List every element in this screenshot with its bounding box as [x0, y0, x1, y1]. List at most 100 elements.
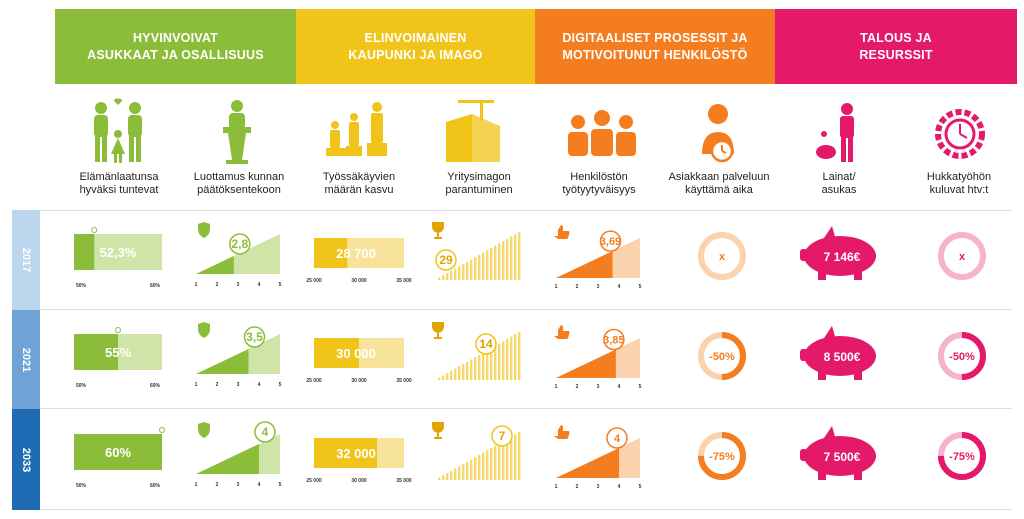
wedge-fill [556, 448, 619, 478]
leg [818, 470, 826, 480]
ring-fill [938, 432, 986, 480]
stripe-bar [446, 373, 449, 380]
tick-label: 5 [279, 382, 282, 388]
stripe-bar [482, 252, 485, 280]
loans-piggy: 7 146€ [784, 216, 904, 296]
header-line: MOTIVOITUNUT HENKILÖSTÖ [562, 47, 748, 62]
trust-wedge: 4 1 2 3 4 5 [184, 416, 304, 496]
stripe-bar [498, 343, 501, 380]
wedge-fill [196, 256, 234, 274]
header-line: HYVINVOIVAT [132, 30, 219, 45]
stripe-bar [438, 277, 441, 280]
ring-fill [698, 332, 746, 380]
label-line: käyttämä aika [685, 184, 753, 196]
label-line: päätöksentekoon [197, 184, 281, 196]
tick-label: 2 [576, 484, 579, 490]
stripe-bar [514, 434, 517, 480]
trust-value: 2,8 [231, 237, 248, 251]
label-image: Yritysimagon parantuminen [419, 171, 539, 197]
stripe-bar [490, 448, 493, 480]
leg [818, 370, 826, 380]
tick-label: 3 [597, 484, 600, 490]
image-value: 29 [439, 253, 453, 267]
label-line: Elämänlaatunsa [79, 171, 159, 183]
stripe-bar [470, 459, 473, 480]
stripe-bar [438, 377, 441, 380]
ear [824, 326, 836, 340]
tick-label: 1 [555, 484, 558, 490]
customer-time-ring: x [664, 216, 784, 296]
tick-label: 25 000 [306, 278, 322, 284]
quality-value: 52,3% [100, 245, 137, 260]
wedge-fill [196, 349, 249, 374]
row-divider [40, 309, 1012, 310]
stripe-bar [490, 248, 493, 280]
leg [818, 270, 826, 280]
stripe-bar [450, 370, 453, 380]
header-vitality: ELINVOIMAINEN KAUPUNKI JA IMAGO [296, 9, 535, 84]
trust-wedge: 2,8 1 2 3 4 5 [184, 216, 304, 296]
header-line: KAUPUNKI JA IMAGO [348, 47, 483, 62]
image-wedge: 7 [424, 416, 544, 496]
loans-value: 7 146€ [824, 250, 861, 264]
stripe-bar [510, 236, 513, 280]
stripe-bar [454, 268, 457, 280]
year-label: 2021 [19, 347, 32, 372]
shield-icon [198, 422, 210, 438]
stripe-bar [474, 357, 477, 380]
podium-icon [184, 96, 294, 166]
bar-fill [314, 338, 359, 368]
header-line: RESURSSIT [859, 47, 933, 62]
tick-label: 4 [258, 382, 261, 388]
stripe-bar [450, 470, 453, 480]
tick-label: 2 [216, 282, 219, 288]
label-quality: Elämänlaatunsa hyväksi tuntevat [59, 171, 179, 197]
label-line: hyväksi tuntevat [79, 184, 159, 196]
bar-fill [74, 334, 118, 370]
ear [824, 226, 836, 240]
satisfaction-value: 4 [614, 433, 621, 445]
tick-label: 1 [555, 384, 558, 390]
tick-label: 5 [639, 384, 642, 390]
label-line: Luottamus kunnan [193, 171, 285, 183]
bar-fill [74, 434, 162, 470]
thumbs-up-icon [554, 425, 570, 439]
tick-label: 4 [618, 384, 621, 390]
customer-time-value: -75% [709, 451, 735, 463]
image-wedge: 14 [424, 316, 544, 396]
tick-label: 4 [618, 484, 621, 490]
bar-fill [314, 438, 377, 468]
piggybank-person-icon [784, 96, 894, 166]
label-line: työtyytyväisyys [562, 184, 636, 196]
tick-label: 2 [576, 284, 579, 290]
tick-label: 25 000 [306, 478, 322, 484]
shield-icon [198, 322, 210, 338]
label-waste: Hukkatyöhön kuluvat htv:t [899, 171, 1019, 197]
workers-bar: 30 000 25 000 30 000 35 000 [304, 316, 424, 396]
label-satisfaction: Henkilöstön työtyytyväisyys [539, 171, 659, 197]
tick-label: 4 [618, 284, 621, 290]
stripe-bar [450, 270, 453, 280]
stripe-bar [518, 332, 521, 380]
customer-time-value: -50% [709, 351, 735, 363]
tick-label: 2 [216, 482, 219, 488]
satisfaction-wedge: 4 1 2 3 4 5 [544, 416, 664, 496]
stripe-bar [454, 468, 457, 480]
snout [800, 249, 808, 261]
stripe-bar [494, 345, 497, 380]
stripe-bar [442, 375, 445, 380]
leg [854, 270, 862, 280]
label-line: asukas [821, 184, 857, 196]
scale-max: 60% [150, 383, 161, 389]
tick-label: 4 [258, 282, 261, 288]
label-line: parantuminen [445, 184, 513, 196]
ring-track [698, 232, 746, 280]
wedge-fill [556, 251, 613, 278]
tick-label: 1 [195, 482, 198, 488]
customer-time-ring: -75% [664, 416, 784, 496]
value-badge [475, 333, 497, 355]
shield-icon [198, 222, 210, 238]
label-workers: Työssäkäyvien määrän kasvu [299, 171, 419, 197]
header-line: DIGITAALISET PROSESSIT JA [562, 30, 748, 45]
stripe-bar [518, 432, 521, 480]
